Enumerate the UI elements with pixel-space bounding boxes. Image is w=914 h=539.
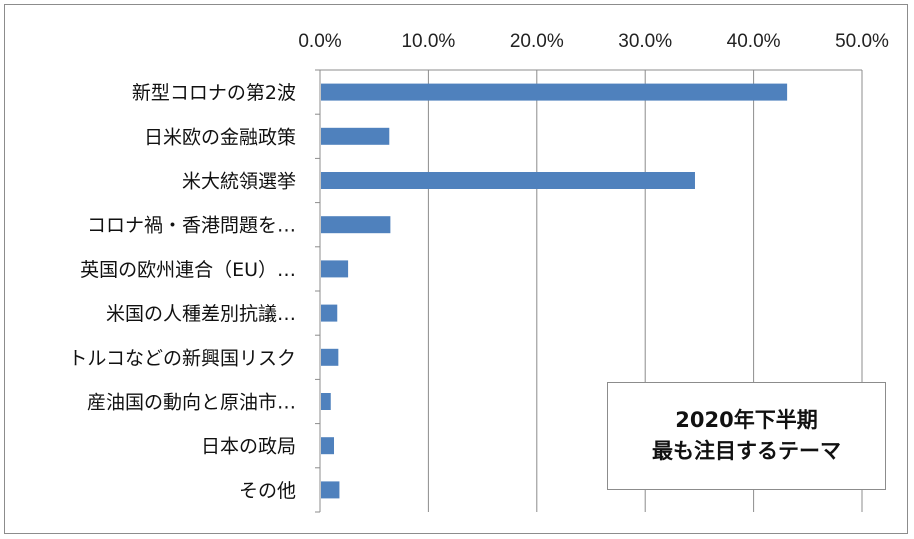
bars: [321, 83, 788, 499]
chart-title-line-2: 最も注目するテーマ: [652, 439, 841, 463]
x-axis-ticks: 0.0% 10.0% 20.0% 30.0% 40.0% 50.0%: [298, 31, 889, 52]
x-tick-label: 20.0%: [510, 31, 564, 52]
category-label: 日本の政局: [201, 436, 296, 458]
bar: [321, 393, 331, 410]
x-tick-label: 50.0%: [835, 31, 889, 52]
bar: [321, 304, 338, 322]
bar: [321, 437, 335, 455]
category-label: 日米欧の金融政策: [144, 126, 296, 148]
x-tick-label: 0.0%: [298, 31, 341, 52]
bar: [321, 127, 390, 145]
category-label: 産油国の動向と原油市…: [87, 392, 296, 414]
x-tick-label: 10.0%: [401, 31, 455, 52]
category-label: コロナ禍・香港問題を…: [87, 215, 296, 237]
bar: [321, 83, 788, 101]
chart-title-line-1: 2020年下半期: [675, 408, 818, 432]
bar: [321, 172, 695, 189]
category-label: トルコなどの新興国リスク: [68, 347, 296, 369]
bar: [321, 216, 391, 234]
category-label: その他: [239, 480, 296, 502]
category-label: 新型コロナの第2波: [132, 82, 296, 104]
chart-title-box: 2020年下半期 最も注目するテーマ: [607, 382, 886, 490]
x-tick-label: 30.0%: [618, 31, 672, 52]
bar: [321, 481, 340, 499]
bar: [321, 348, 339, 366]
category-label: 英国の欧州連合（EU）…: [80, 259, 296, 281]
category-label: 米大統領選挙: [182, 171, 296, 193]
bar: [321, 260, 349, 278]
x-tick-label: 40.0%: [727, 31, 781, 52]
category-label: 米国の人種差別抗議…: [106, 303, 296, 325]
